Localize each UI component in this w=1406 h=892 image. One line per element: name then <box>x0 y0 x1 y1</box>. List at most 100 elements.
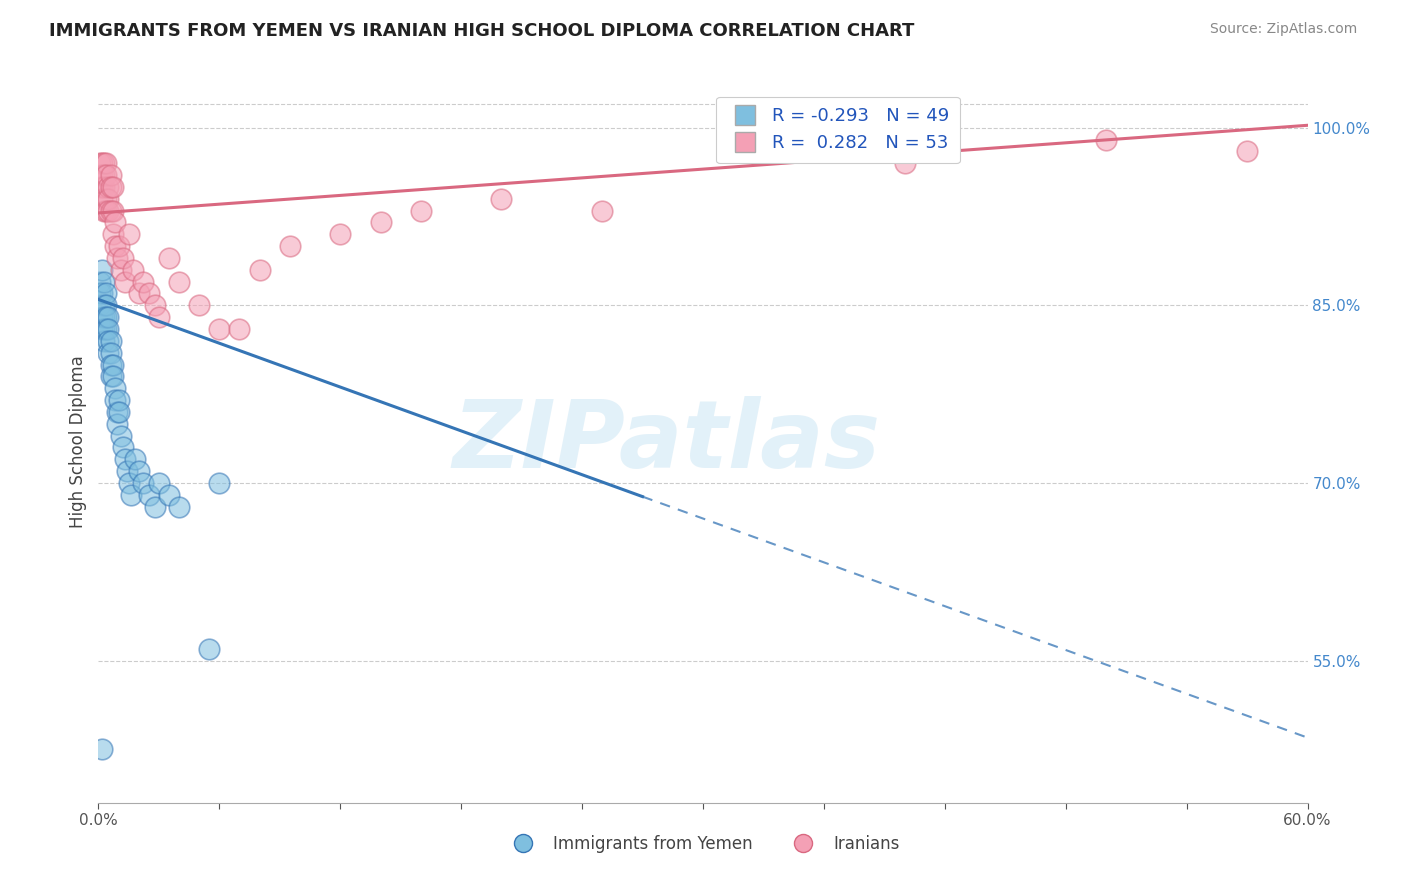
Point <box>105 405 128 419</box>
Point <box>91 310 114 325</box>
Point <box>100 334 122 348</box>
Point <box>111 441 134 455</box>
Point <box>167 500 190 514</box>
Point <box>107 239 129 253</box>
Point <box>93 168 115 182</box>
Point <box>100 180 122 194</box>
Point <box>278 239 301 253</box>
Point <box>100 168 122 182</box>
Point <box>128 464 150 478</box>
Y-axis label: High School Diploma: High School Diploma <box>69 355 87 528</box>
Point <box>93 298 115 312</box>
Point <box>91 168 114 182</box>
Point <box>103 215 125 229</box>
Point <box>249 262 271 277</box>
Point <box>138 286 160 301</box>
Point <box>228 322 250 336</box>
Point <box>89 168 111 182</box>
Point <box>97 322 120 336</box>
Point <box>198 641 221 656</box>
Point <box>89 286 111 301</box>
Point <box>138 488 160 502</box>
Point <box>91 286 114 301</box>
Point <box>93 310 115 325</box>
Point <box>157 488 180 502</box>
Point <box>97 334 120 348</box>
Point <box>110 428 132 442</box>
Point <box>96 298 118 312</box>
Point <box>591 203 613 218</box>
Point <box>208 322 231 336</box>
Point <box>93 334 115 348</box>
Point <box>101 203 124 218</box>
Point <box>110 262 132 277</box>
Point <box>100 369 122 384</box>
Point <box>100 345 122 359</box>
Point <box>96 156 118 170</box>
Point <box>157 251 180 265</box>
Point <box>115 464 138 478</box>
Point <box>96 192 118 206</box>
Point <box>96 168 118 182</box>
Point <box>132 275 155 289</box>
Point <box>91 742 114 756</box>
Point <box>105 417 128 431</box>
Point <box>893 156 915 170</box>
Point <box>124 452 146 467</box>
Point <box>128 286 150 301</box>
Point <box>101 369 124 384</box>
Point <box>121 262 143 277</box>
Text: ZIPatlas: ZIPatlas <box>453 395 880 488</box>
Point <box>96 322 118 336</box>
Point <box>148 310 170 325</box>
Point <box>101 180 124 194</box>
Point <box>143 500 166 514</box>
Point <box>100 358 122 372</box>
Point <box>143 298 166 312</box>
Point <box>118 475 141 490</box>
Point <box>188 298 211 312</box>
Point <box>148 475 170 490</box>
Point <box>91 192 114 206</box>
Point <box>97 345 120 359</box>
Point <box>103 381 125 395</box>
Point <box>97 310 120 325</box>
Point <box>89 275 111 289</box>
Point <box>111 251 134 265</box>
Text: IMMIGRANTS FROM YEMEN VS IRANIAN HIGH SCHOOL DIPLOMA CORRELATION CHART: IMMIGRANTS FROM YEMEN VS IRANIAN HIGH SC… <box>49 22 914 40</box>
Point <box>93 275 115 289</box>
Point <box>329 227 352 242</box>
Point <box>91 156 114 170</box>
Point <box>100 203 122 218</box>
Point <box>1095 132 1118 146</box>
Point <box>89 298 111 312</box>
Point <box>93 156 115 170</box>
Point <box>132 475 155 490</box>
Point <box>167 275 190 289</box>
Point <box>96 310 118 325</box>
Point <box>107 393 129 408</box>
Point <box>107 405 129 419</box>
Point <box>97 192 120 206</box>
Point <box>101 358 124 372</box>
Point <box>103 239 125 253</box>
Point <box>97 203 120 218</box>
Point <box>491 192 513 206</box>
Point <box>91 262 114 277</box>
Point <box>370 215 392 229</box>
Point <box>105 251 128 265</box>
Point <box>93 322 115 336</box>
Point <box>114 275 136 289</box>
Point <box>93 180 115 194</box>
Text: Source: ZipAtlas.com: Source: ZipAtlas.com <box>1209 22 1357 37</box>
Point <box>1236 145 1258 159</box>
Point <box>208 475 231 490</box>
Point <box>91 322 114 336</box>
Point <box>97 180 120 194</box>
Point <box>118 227 141 242</box>
Legend: Immigrants from Yemen, Iranians: Immigrants from Yemen, Iranians <box>501 828 905 860</box>
Point <box>91 180 114 194</box>
Point <box>96 203 118 218</box>
Point <box>120 488 142 502</box>
Point <box>103 393 125 408</box>
